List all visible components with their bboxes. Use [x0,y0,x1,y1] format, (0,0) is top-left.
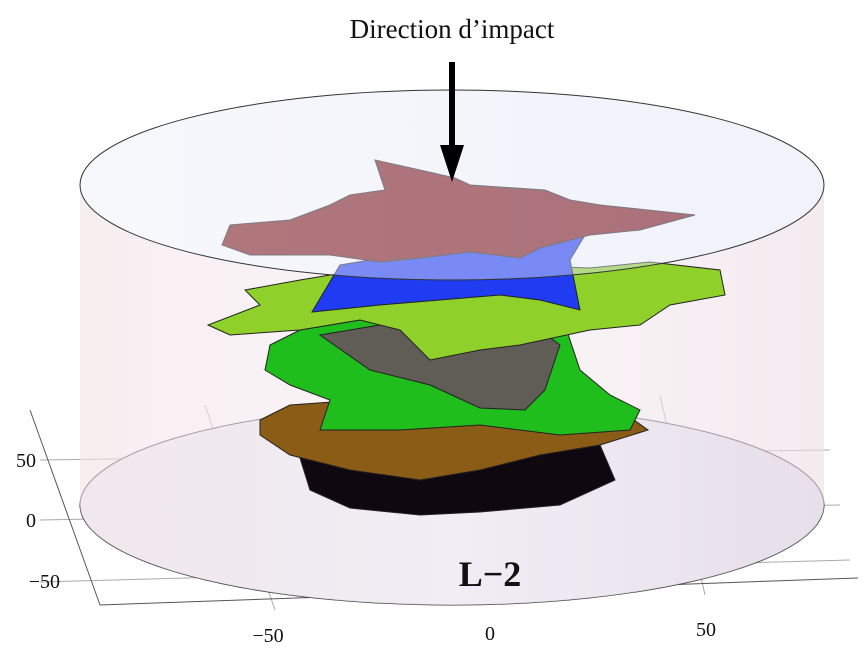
impact-arrow [440,62,464,182]
sample-label: L−2 [459,554,522,594]
y-tick-label: 0 [26,510,36,532]
y-tick-label: −50 [29,571,60,593]
y-tick-label: 50 [16,450,36,472]
x-tick-label: −50 [252,625,283,647]
x-tick-label: 50 [696,619,716,641]
x-tick-label: 0 [485,623,495,645]
title: Direction d’impact [350,14,555,44]
